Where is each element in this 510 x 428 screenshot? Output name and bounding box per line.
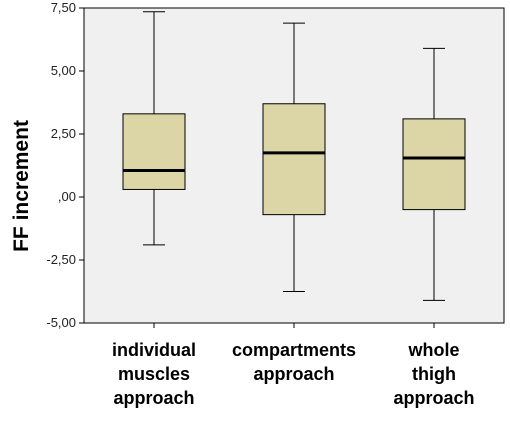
- box: [122, 113, 186, 190]
- x-category-label-line: thigh: [412, 364, 456, 384]
- x-category-label-line: whole: [407, 340, 459, 360]
- x-category-label-line: compartments: [232, 340, 356, 360]
- y-tick-label: 7,50: [51, 0, 76, 15]
- x-category-label: compartments approach: [232, 340, 356, 384]
- x-category-label-line: approach: [393, 388, 474, 408]
- x-category-label-line: muscles: [118, 364, 190, 384]
- x-category-label-line: approach: [113, 388, 194, 408]
- x-category-label-line: approach: [253, 364, 334, 384]
- y-axis: -5,00 -2,50 ,00 2,50 5,00 7,50: [46, 0, 84, 330]
- x-category-label: individual muscles approach: [112, 340, 196, 408]
- y-tick-label: ,00: [58, 189, 76, 204]
- y-tick-label: -5,00: [46, 315, 76, 330]
- box: [402, 118, 466, 211]
- boxes: [122, 11, 466, 328]
- y-axis-label: FF increment: [10, 120, 33, 252]
- x-axis-labels: individual muscles approach compartments app…: [112, 340, 475, 408]
- y-tick-label: -2,50: [46, 252, 76, 267]
- x-category-label: whole thigh approach: [393, 340, 474, 408]
- y-tick-label: 5,00: [51, 63, 76, 78]
- box: [262, 103, 326, 216]
- y-tick-label: 2,50: [51, 126, 76, 141]
- x-category-label-line: individual: [112, 340, 196, 360]
